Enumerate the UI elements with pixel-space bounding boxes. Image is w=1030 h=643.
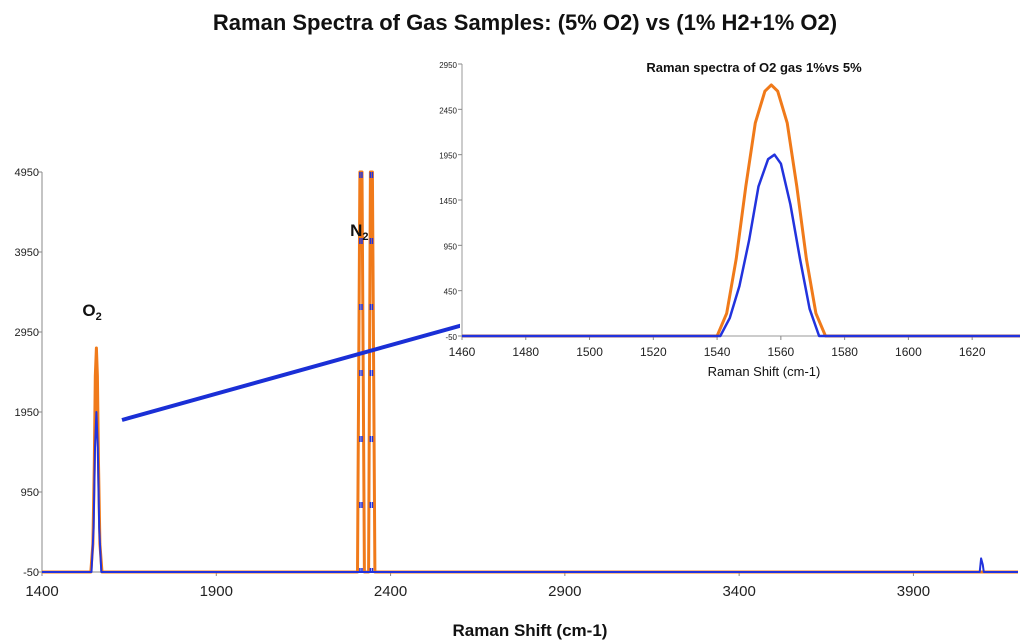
inset-y-tick-label: 2450 <box>439 106 457 115</box>
main-y-tick-label: 3950 <box>15 247 39 259</box>
main-y-tick-label: 4950 <box>15 167 39 179</box>
main-x-tick-label: 3900 <box>897 583 930 600</box>
annotation-subscript: 2 <box>362 231 368 243</box>
inset-x-axis-label: Raman Shift (cm-1) <box>708 364 821 379</box>
inset-x-tick-label: 1560 <box>768 345 795 359</box>
inset-x-tick-label: 1480 <box>512 345 539 359</box>
annotation-symbol: O <box>82 301 95 320</box>
annotation-subscript: 2 <box>96 311 102 323</box>
inset-title: Raman spectra of O2 gas 1%vs 5% <box>646 60 862 75</box>
inset-x-tick-label: 1540 <box>704 345 731 359</box>
main-x-axis-label: Raman Shift (cm-1) <box>453 621 608 640</box>
main-y-ticks: -50 950 1950 2950 3950 4950 <box>15 167 42 579</box>
inset-series-group <box>462 83 1020 338</box>
main-x-ticks: 1400 1900 2400 2900 3400 3900 <box>25 572 930 600</box>
main-y-tick-label: 1950 <box>15 407 39 419</box>
inset-y-ticks: -50 450 950 1450 1950 2450 2950 <box>439 61 462 342</box>
main-x-tick-label: 2900 <box>548 583 581 600</box>
inset-x-ticks: 1460 1480 1500 1520 1540 1560 1580 1600 1620 <box>449 336 986 359</box>
inset-y-tick-label: 2950 <box>439 61 457 70</box>
inset-x-tick-label: 1620 <box>959 345 986 359</box>
chart-title: Raman Spectra of Gas Samples: (5% O2) vs… <box>213 10 837 35</box>
main-y-tick-label: 950 <box>21 487 39 499</box>
inset-x-tick-label: 1580 <box>831 345 858 359</box>
main-x-tick-label: 1400 <box>25 583 58 600</box>
inset-x-tick-label: 1520 <box>640 345 667 359</box>
main-x-tick-label: 3400 <box>722 583 755 600</box>
inset-y-tick-label: -50 <box>445 333 457 342</box>
main-x-tick-label: 1900 <box>200 583 233 600</box>
inset-series-orange-line <box>462 83 1020 338</box>
inset-y-tick-label: 950 <box>444 242 458 251</box>
annotation-label: O2 <box>82 301 101 323</box>
main-series-group <box>42 170 1018 574</box>
main-series-blue-line <box>42 411 1018 573</box>
main-x-tick-label: 2400 <box>374 583 407 600</box>
main-y-tick-label: -50 <box>23 567 39 579</box>
inset-y-tick-label: 1450 <box>439 197 457 206</box>
inset-series-blue-line <box>462 153 1020 338</box>
annotation-symbol: N <box>350 221 362 240</box>
inset-y-tick-label: 450 <box>444 288 458 297</box>
inset-x-tick-label: 1500 <box>576 345 603 359</box>
annotation-label: N2 <box>350 221 368 243</box>
inset-x-tick-label: 1600 <box>895 345 922 359</box>
main-y-tick-label: 2950 <box>15 327 39 339</box>
inset-y-tick-label: 1950 <box>439 152 457 161</box>
inset-chart: Raman spectra of O2 gas 1%vs 5% -50 450 95… <box>439 60 1022 379</box>
inset-x-tick-label: 1460 <box>449 345 476 359</box>
